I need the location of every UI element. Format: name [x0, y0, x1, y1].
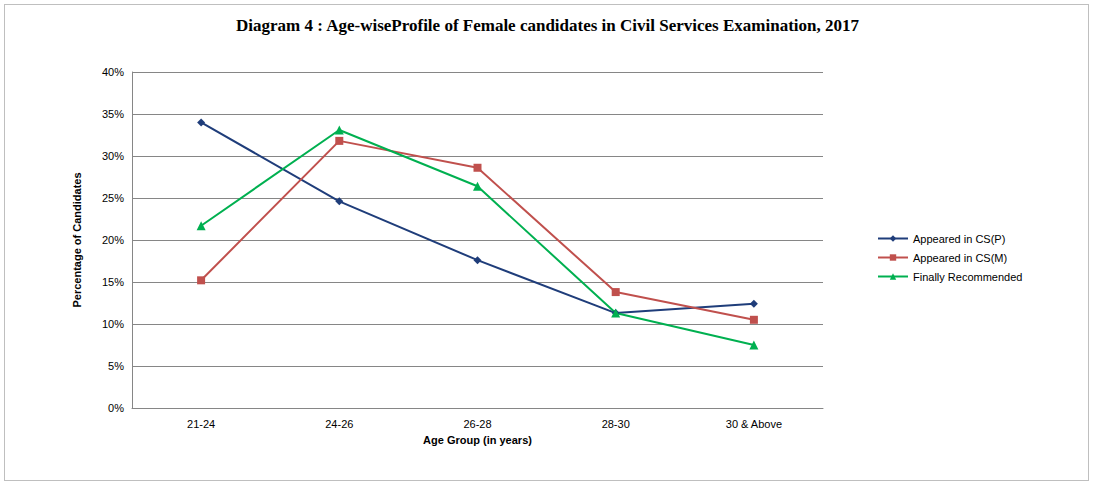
- svg-text:5%: 5%: [108, 360, 124, 372]
- svg-text:35%: 35%: [102, 108, 124, 120]
- svg-text:10%: 10%: [102, 318, 124, 330]
- svg-text:40%: 40%: [102, 66, 124, 78]
- svg-text:20%: 20%: [102, 234, 124, 246]
- svg-text:30 & Above: 30 & Above: [726, 418, 782, 430]
- svg-text:28-30: 28-30: [602, 418, 630, 430]
- svg-text:21-24: 21-24: [187, 418, 215, 430]
- svg-text:24-26: 24-26: [325, 418, 353, 430]
- svg-text:26-28: 26-28: [463, 418, 491, 430]
- svg-text:Percentage of Candidates: Percentage of Candidates: [71, 172, 83, 307]
- svg-text:Appeared in CS(P): Appeared in CS(P): [913, 233, 1005, 245]
- svg-text:25%: 25%: [102, 192, 124, 204]
- svg-text:Age Group (in years): Age Group (in years): [423, 434, 532, 446]
- svg-text:30%: 30%: [102, 150, 124, 162]
- svg-text:Appeared in CS(M): Appeared in CS(M): [913, 252, 1007, 264]
- svg-text:Finally Recommended: Finally Recommended: [913, 271, 1022, 283]
- svg-text:15%: 15%: [102, 276, 124, 288]
- svg-text:Diagram 4 : Age-wiseProfile of: Diagram 4 : Age-wiseProfile of Female ca…: [236, 16, 859, 35]
- svg-text:0%: 0%: [108, 402, 124, 414]
